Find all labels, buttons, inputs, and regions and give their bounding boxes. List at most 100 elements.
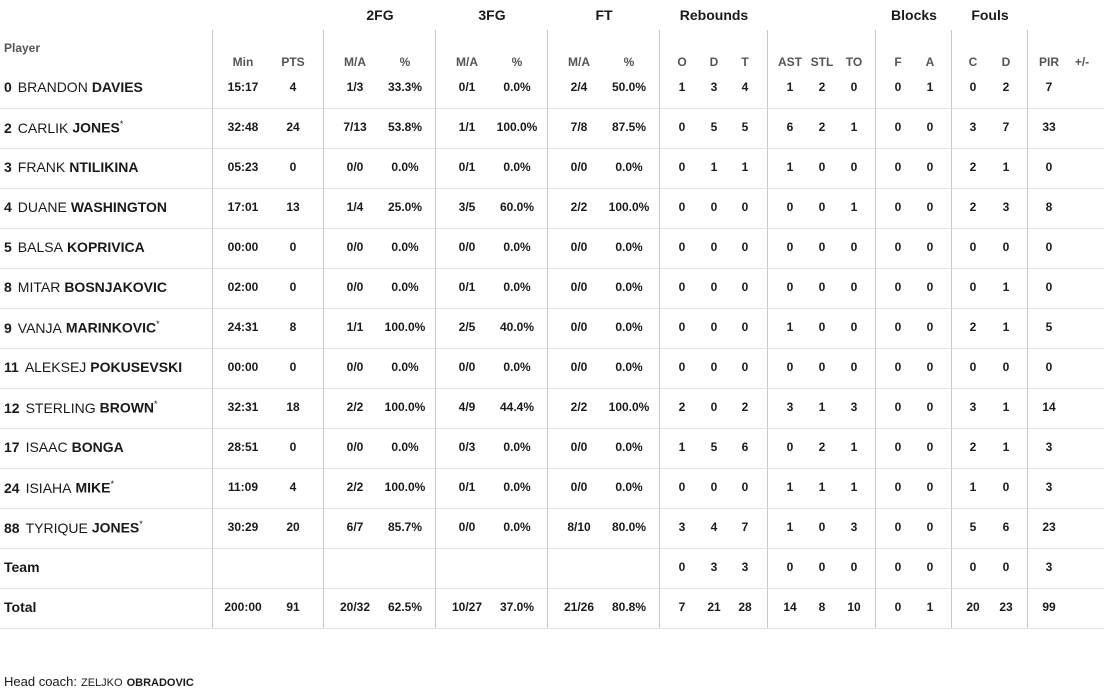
stat-cell: 6 (786, 120, 794, 134)
first-name: ALEKSEJ (24, 359, 87, 375)
total-label: Total (4, 599, 37, 615)
stat-cell: 0/0 (346, 360, 364, 374)
last-name: POKUSEVSKI (90, 359, 183, 375)
group-header: 2FG (366, 7, 394, 23)
row-separator (0, 588, 1104, 589)
stat-cell: 0 (741, 200, 749, 214)
row-separator (0, 388, 1104, 389)
stat-cell: 0 (786, 560, 794, 574)
stat-cell: 0 (926, 280, 934, 294)
stat-cell: 0 (741, 280, 749, 294)
starter-mark: * (119, 119, 124, 129)
stat-cell: 0.0% (615, 160, 643, 174)
stat-cell: 0 (850, 160, 858, 174)
column-header: PIR (1038, 55, 1059, 69)
column-header: M/A (568, 55, 590, 69)
stat-cell: 0/3 (458, 440, 476, 454)
stat-cell: 1 (786, 320, 794, 334)
stat-cell: 0 (969, 80, 977, 94)
column-header: % (623, 55, 635, 69)
stat-cell: 33 (1042, 120, 1056, 134)
stat-cell: 50.0% (611, 80, 647, 94)
stat-cell: 0 (850, 240, 858, 254)
stat-cell: 0 (818, 240, 826, 254)
stat-cell: 0/0 (570, 320, 588, 334)
stat-cell: 0 (1002, 480, 1010, 494)
stat-cell: 0 (786, 200, 794, 214)
stat-cell: 0 (850, 320, 858, 334)
column-header: % (399, 55, 411, 69)
stat-cell: 18 (286, 400, 300, 414)
stat-cell: 0 (741, 360, 749, 374)
stat-cell: 0 (894, 360, 902, 374)
stat-cell: 0.0% (391, 360, 419, 374)
player-number: 8 (4, 279, 12, 295)
group-header: Rebounds (679, 7, 749, 23)
stat-cell: 0 (818, 200, 826, 214)
row-separator (0, 108, 1104, 109)
player-number: 12 (4, 399, 20, 416)
stat-cell: 32:31 (227, 400, 259, 414)
stat-cell: 0 (678, 360, 686, 374)
stat-cell: 0 (1002, 560, 1010, 574)
stat-cell: 0 (894, 600, 902, 614)
stat-cell: 0 (289, 240, 297, 254)
player-number: 5 (4, 239, 12, 255)
stat-cell: 3 (1002, 200, 1010, 214)
column-divider (212, 30, 213, 628)
last-name: BOSNJAKOVIC (64, 279, 167, 295)
stat-cell: 1 (786, 520, 794, 534)
stat-cell: 1 (850, 480, 858, 494)
stat-cell: 1 (710, 160, 718, 174)
stat-cell: 0.0% (615, 360, 643, 374)
group-header: FT (595, 7, 613, 23)
starter-mark: * (110, 479, 114, 489)
stat-cell: 1/3 (346, 80, 364, 94)
stat-cell: 100.0% (608, 400, 650, 414)
stat-cell: 28:51 (227, 440, 259, 454)
stat-cell: 80.0% (611, 520, 647, 534)
stat-cell: 0/0 (346, 240, 364, 254)
stat-cell: 7 (1002, 120, 1010, 134)
stat-cell: 0 (926, 400, 934, 414)
stat-cell: 0/1 (458, 80, 476, 94)
stat-cell: 1/1 (346, 320, 364, 334)
player-number: 24 (4, 479, 20, 496)
stat-cell: 11:09 (227, 480, 259, 494)
stat-cell: 24:31 (227, 320, 259, 334)
stat-cell: 2 (818, 80, 826, 94)
stat-cell: 7/13 (343, 120, 367, 134)
stat-cell: 0 (818, 560, 826, 574)
stat-cell: 2/2 (346, 480, 364, 494)
stat-cell: 30:29 (227, 520, 259, 534)
stat-cell: 40.0% (499, 320, 535, 334)
stat-cell: 13 (286, 200, 300, 214)
stat-cell: 0 (710, 480, 718, 494)
stat-cell: 3 (850, 400, 858, 414)
stat-cell: 2/2 (346, 400, 364, 414)
stat-cell: 0 (894, 280, 902, 294)
stat-cell: 0 (894, 200, 902, 214)
stat-cell: 7 (741, 520, 749, 534)
stat-cell: 20/32 (339, 600, 371, 614)
column-header: M/A (344, 55, 366, 69)
stat-cell: 1 (1002, 160, 1010, 174)
stat-cell: 1 (1002, 280, 1010, 294)
stat-cell: 15:17 (227, 80, 259, 94)
stat-cell: 4/9 (458, 400, 476, 414)
stat-cell: 0 (710, 400, 718, 414)
column-divider (323, 30, 324, 628)
stat-cell: 0 (894, 400, 902, 414)
first-name: TYRIQUE (25, 519, 88, 536)
last-name: KOPRIVICA (66, 239, 145, 255)
stat-cell: 1 (1002, 320, 1010, 334)
first-name: BRANDON (17, 79, 88, 95)
stat-cell: 10 (847, 600, 861, 614)
row-separator (0, 308, 1104, 309)
column-header: C (968, 55, 978, 69)
stat-cell: 0 (710, 200, 718, 214)
stat-cell: 0.0% (503, 240, 531, 254)
stat-cell: 0.0% (391, 280, 419, 294)
column-divider (435, 30, 436, 628)
player-number: 4 (4, 199, 12, 215)
